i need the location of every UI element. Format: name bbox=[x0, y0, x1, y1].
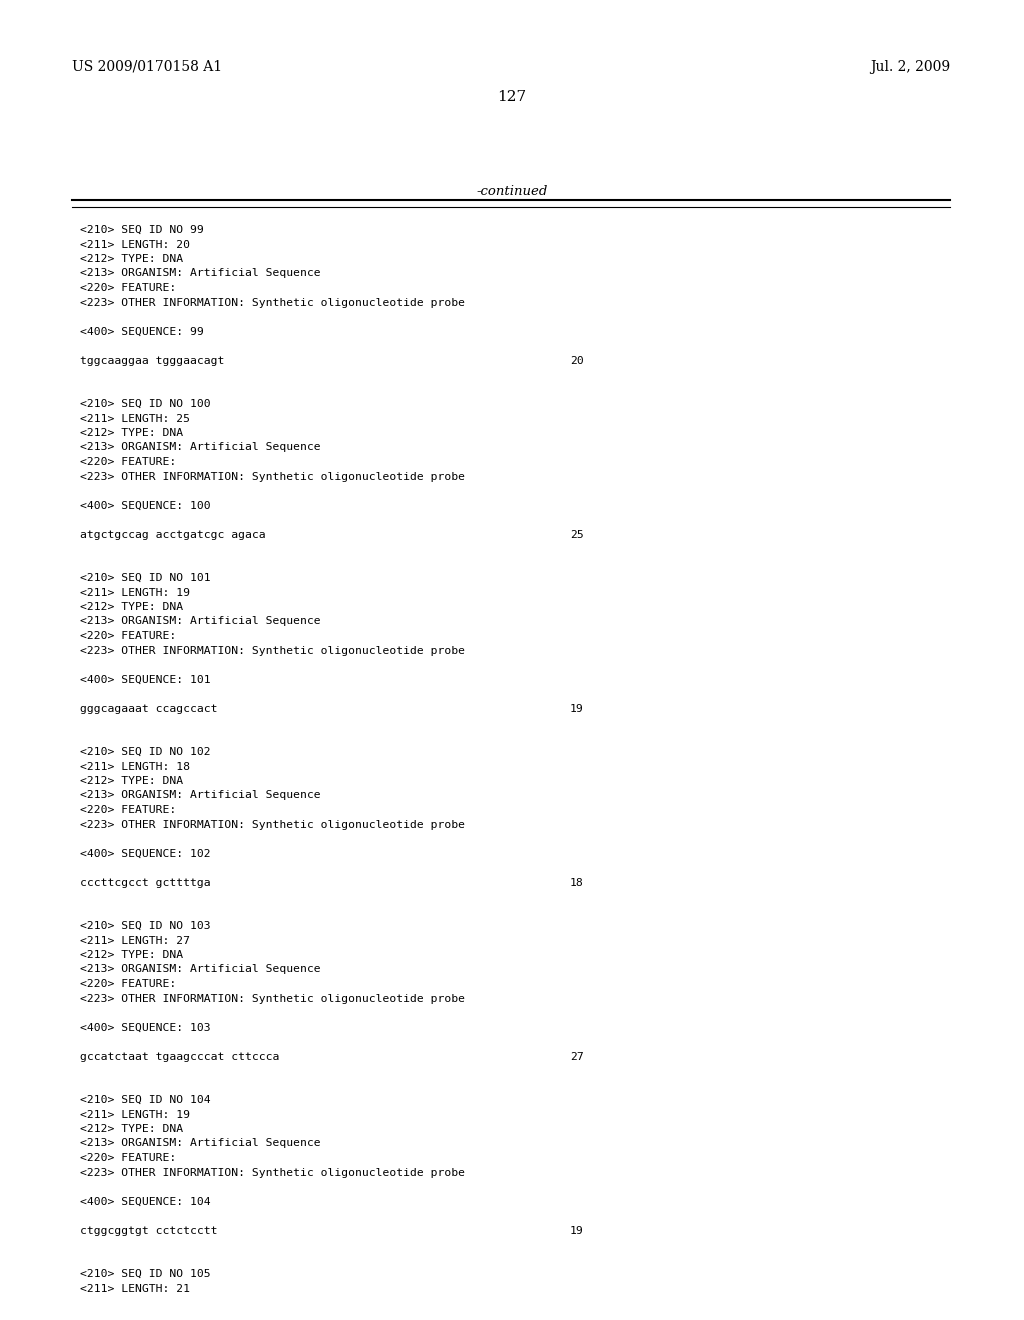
Text: -continued: -continued bbox=[476, 185, 548, 198]
Text: gggcagaaat ccagccact: gggcagaaat ccagccact bbox=[80, 704, 217, 714]
Text: 27: 27 bbox=[570, 1052, 584, 1061]
Text: <223> OTHER INFORMATION: Synthetic oligonucleotide probe: <223> OTHER INFORMATION: Synthetic oligo… bbox=[80, 1167, 465, 1177]
Text: 18: 18 bbox=[570, 878, 584, 887]
Text: <211> LENGTH: 27: <211> LENGTH: 27 bbox=[80, 936, 190, 945]
Text: cccttcgcct gcttttga: cccttcgcct gcttttga bbox=[80, 878, 211, 887]
Text: <211> LENGTH: 21: <211> LENGTH: 21 bbox=[80, 1283, 190, 1294]
Text: 19: 19 bbox=[570, 1225, 584, 1236]
Text: <212> TYPE: DNA: <212> TYPE: DNA bbox=[80, 776, 183, 785]
Text: <220> FEATURE:: <220> FEATURE: bbox=[80, 979, 176, 989]
Text: <210> SEQ ID NO 102: <210> SEQ ID NO 102 bbox=[80, 747, 211, 756]
Text: <210> SEQ ID NO 100: <210> SEQ ID NO 100 bbox=[80, 399, 211, 409]
Text: <223> OTHER INFORMATION: Synthetic oligonucleotide probe: <223> OTHER INFORMATION: Synthetic oligo… bbox=[80, 471, 465, 482]
Text: tggcaaggaa tgggaacagt: tggcaaggaa tgggaacagt bbox=[80, 355, 224, 366]
Text: <210> SEQ ID NO 103: <210> SEQ ID NO 103 bbox=[80, 921, 211, 931]
Text: <211> LENGTH: 18: <211> LENGTH: 18 bbox=[80, 762, 190, 771]
Text: <400> SEQUENCE: 102: <400> SEQUENCE: 102 bbox=[80, 849, 211, 858]
Text: <212> TYPE: DNA: <212> TYPE: DNA bbox=[80, 950, 183, 960]
Text: <400> SEQUENCE: 99: <400> SEQUENCE: 99 bbox=[80, 326, 204, 337]
Text: <223> OTHER INFORMATION: Synthetic oligonucleotide probe: <223> OTHER INFORMATION: Synthetic oligo… bbox=[80, 994, 465, 1003]
Text: <223> OTHER INFORMATION: Synthetic oligonucleotide probe: <223> OTHER INFORMATION: Synthetic oligo… bbox=[80, 297, 465, 308]
Text: <213> ORGANISM: Artificial Sequence: <213> ORGANISM: Artificial Sequence bbox=[80, 1138, 321, 1148]
Text: <213> ORGANISM: Artificial Sequence: <213> ORGANISM: Artificial Sequence bbox=[80, 616, 321, 627]
Text: atgctgccag acctgatcgc agaca: atgctgccag acctgatcgc agaca bbox=[80, 529, 265, 540]
Text: <220> FEATURE:: <220> FEATURE: bbox=[80, 631, 176, 642]
Text: <212> TYPE: DNA: <212> TYPE: DNA bbox=[80, 428, 183, 438]
Text: ctggcggtgt cctctcctt: ctggcggtgt cctctcctt bbox=[80, 1225, 217, 1236]
Text: Jul. 2, 2009: Jul. 2, 2009 bbox=[869, 59, 950, 74]
Text: <211> LENGTH: 25: <211> LENGTH: 25 bbox=[80, 413, 190, 424]
Text: <211> LENGTH: 19: <211> LENGTH: 19 bbox=[80, 587, 190, 598]
Text: <210> SEQ ID NO 101: <210> SEQ ID NO 101 bbox=[80, 573, 211, 583]
Text: <220> FEATURE:: <220> FEATURE: bbox=[80, 282, 176, 293]
Text: <223> OTHER INFORMATION: Synthetic oligonucleotide probe: <223> OTHER INFORMATION: Synthetic oligo… bbox=[80, 820, 465, 829]
Text: <210> SEQ ID NO 105: <210> SEQ ID NO 105 bbox=[80, 1269, 211, 1279]
Text: <400> SEQUENCE: 104: <400> SEQUENCE: 104 bbox=[80, 1196, 211, 1206]
Text: <213> ORGANISM: Artificial Sequence: <213> ORGANISM: Artificial Sequence bbox=[80, 965, 321, 974]
Text: <211> LENGTH: 19: <211> LENGTH: 19 bbox=[80, 1110, 190, 1119]
Text: <213> ORGANISM: Artificial Sequence: <213> ORGANISM: Artificial Sequence bbox=[80, 268, 321, 279]
Text: <210> SEQ ID NO 99: <210> SEQ ID NO 99 bbox=[80, 224, 204, 235]
Text: <220> FEATURE:: <220> FEATURE: bbox=[80, 1152, 176, 1163]
Text: 127: 127 bbox=[498, 90, 526, 104]
Text: <400> SEQUENCE: 101: <400> SEQUENCE: 101 bbox=[80, 675, 211, 685]
Text: <213> ORGANISM: Artificial Sequence: <213> ORGANISM: Artificial Sequence bbox=[80, 442, 321, 453]
Text: <220> FEATURE:: <220> FEATURE: bbox=[80, 805, 176, 814]
Text: <400> SEQUENCE: 103: <400> SEQUENCE: 103 bbox=[80, 1023, 211, 1032]
Text: <211> LENGTH: 20: <211> LENGTH: 20 bbox=[80, 239, 190, 249]
Text: US 2009/0170158 A1: US 2009/0170158 A1 bbox=[72, 59, 222, 74]
Text: <400> SEQUENCE: 100: <400> SEQUENCE: 100 bbox=[80, 500, 211, 511]
Text: <220> FEATURE:: <220> FEATURE: bbox=[80, 457, 176, 467]
Text: <213> ORGANISM: Artificial Sequence: <213> ORGANISM: Artificial Sequence bbox=[80, 791, 321, 800]
Text: 19: 19 bbox=[570, 704, 584, 714]
Text: 25: 25 bbox=[570, 529, 584, 540]
Text: <223> OTHER INFORMATION: Synthetic oligonucleotide probe: <223> OTHER INFORMATION: Synthetic oligo… bbox=[80, 645, 465, 656]
Text: <210> SEQ ID NO 104: <210> SEQ ID NO 104 bbox=[80, 1096, 211, 1105]
Text: <212> TYPE: DNA: <212> TYPE: DNA bbox=[80, 253, 183, 264]
Text: 20: 20 bbox=[570, 355, 584, 366]
Text: <212> TYPE: DNA: <212> TYPE: DNA bbox=[80, 602, 183, 612]
Text: gccatctaat tgaagcccat cttccca: gccatctaat tgaagcccat cttccca bbox=[80, 1052, 280, 1061]
Text: <212> TYPE: DNA: <212> TYPE: DNA bbox=[80, 1125, 183, 1134]
